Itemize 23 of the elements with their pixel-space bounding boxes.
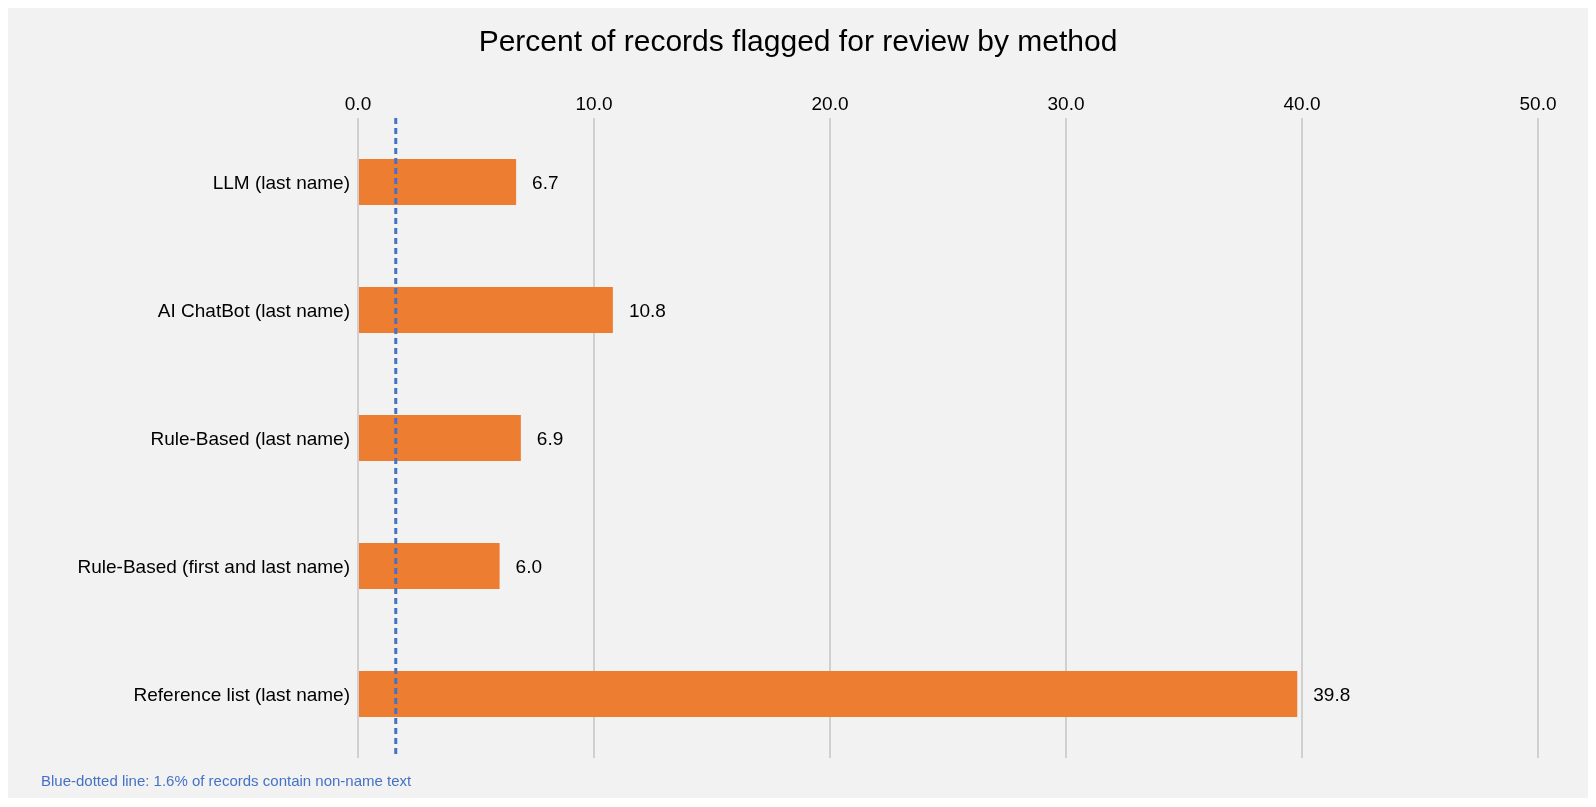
bar xyxy=(358,543,500,589)
data-label: 6.0 xyxy=(515,555,543,577)
x-tick-label: 20.0 xyxy=(811,93,849,114)
data-label: 39.8 xyxy=(1313,683,1351,705)
x-tick-label: 10.0 xyxy=(575,93,613,114)
bar xyxy=(358,287,613,333)
x-tick-label: 50.0 xyxy=(1519,93,1557,114)
chart-title: Percent of records flagged for review by method xyxy=(477,23,1119,59)
text: Blue-dotted line: 1.6% of records contain non-name text xyxy=(41,772,412,789)
y-tick-label: Reference list (last name) xyxy=(133,683,350,705)
bar xyxy=(358,671,1298,717)
y-tick-label: LLM (last name) xyxy=(212,171,350,193)
y-tick-label: Rule-Based (first and last name) xyxy=(77,555,350,577)
data-label: 6.9 xyxy=(536,427,564,449)
bar xyxy=(358,415,521,461)
data-label: 10.8 xyxy=(628,299,666,321)
y-tick-label: AI ChatBot (last name) xyxy=(157,299,350,321)
data-label: 6.7 xyxy=(532,171,559,193)
x-tick-label: 30.0 xyxy=(1047,93,1085,114)
bar xyxy=(358,159,517,205)
x-tick-label: 0.0 xyxy=(344,93,372,114)
y-tick-label: Rule-Based (last name) xyxy=(150,427,350,449)
x-tick-label: 40.0 xyxy=(1283,93,1321,114)
